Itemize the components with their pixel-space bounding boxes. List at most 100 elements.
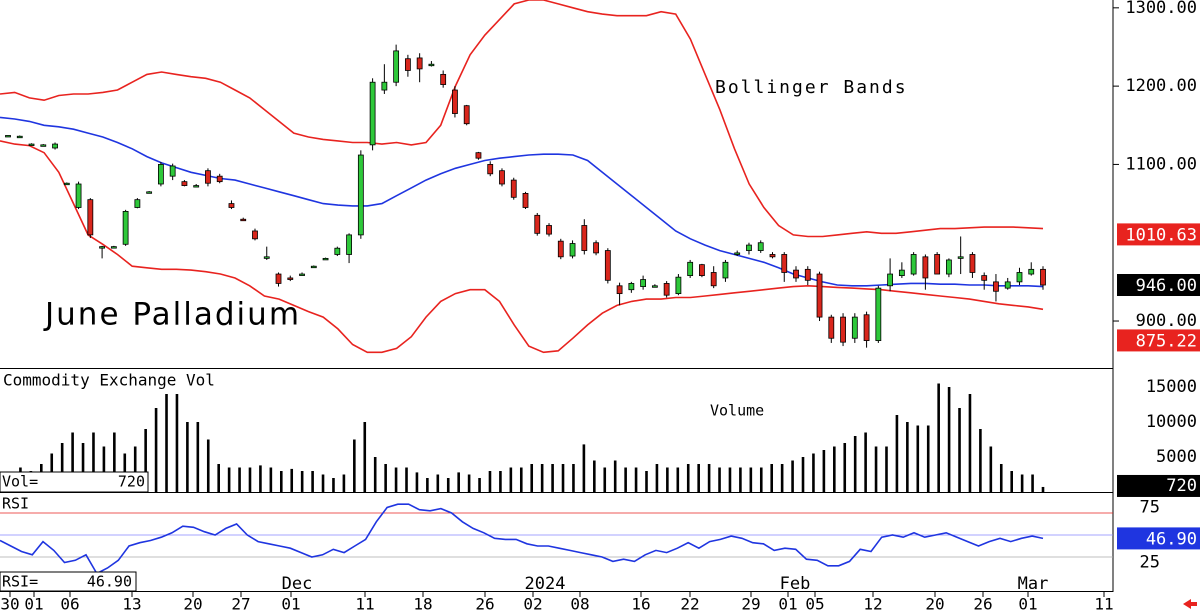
lower-bollinger-band — [0, 140, 1044, 354]
candle-body — [840, 316, 846, 343]
volume-bar — [405, 467, 408, 492]
volume-bar — [958, 408, 961, 492]
candle-body — [628, 283, 635, 291]
candle-body — [1028, 268, 1035, 275]
volume-bar — [342, 474, 346, 492]
candlestick — [616, 282, 623, 306]
volume-bar — [415, 472, 419, 492]
volume-annotation: Volume — [710, 402, 764, 420]
candlestick — [463, 104, 470, 126]
candlestick — [487, 161, 494, 177]
candle-body — [87, 199, 94, 236]
price-badge — [1117, 223, 1200, 246]
left-arrow-head — [1183, 599, 1191, 609]
candlestick — [604, 248, 611, 284]
volume-bar — [926, 425, 930, 492]
candlestick — [75, 181, 82, 210]
candlestick — [557, 238, 564, 260]
candlestick — [346, 233, 352, 264]
candle-body — [1040, 268, 1046, 286]
candlestick — [416, 53, 423, 83]
candle-body — [499, 170, 505, 185]
price-badge — [1117, 329, 1200, 352]
candlestick — [169, 163, 176, 181]
volume-bar — [175, 394, 179, 492]
candle-body — [228, 203, 235, 208]
x-tick-label: 08 — [570, 595, 589, 613]
volume-bar — [718, 467, 721, 492]
candle-body — [851, 316, 858, 339]
volume-badge — [1117, 474, 1200, 497]
x-tick-label: 01 — [778, 595, 797, 613]
candlestick — [969, 252, 976, 278]
x-tick-label: 02 — [523, 595, 542, 613]
candlestick — [1016, 267, 1023, 286]
volume-bar — [749, 467, 753, 492]
candle-body — [969, 254, 976, 273]
candle-body — [28, 143, 35, 146]
candlestick — [381, 64, 388, 94]
x-tick-label: 27 — [231, 595, 250, 613]
candle-body — [452, 89, 458, 114]
candlestick — [16, 135, 23, 139]
candlestick — [369, 78, 376, 151]
candlestick — [816, 271, 823, 322]
candle-body — [63, 182, 70, 186]
candlestick — [322, 257, 329, 261]
candlestick — [228, 200, 235, 210]
volume-bar — [446, 478, 450, 492]
candlestick — [216, 173, 223, 184]
candle-body — [875, 287, 882, 341]
volume-bar — [853, 436, 857, 492]
candle-body — [828, 316, 835, 339]
candlestick — [404, 54, 411, 77]
candle-body — [263, 256, 270, 259]
volume-bar — [645, 471, 648, 492]
left-arrow-icon — [1183, 599, 1197, 609]
candle-body — [722, 261, 729, 279]
volume-bar — [780, 464, 784, 492]
candle-body — [169, 165, 176, 177]
candle-body — [769, 254, 776, 258]
price-tick-label: 1300.00 — [1125, 0, 1197, 18]
x-tick-label: 18 — [413, 595, 432, 613]
candle-body — [675, 276, 682, 295]
chart-title: June Palladium — [43, 297, 301, 333]
volume-bar — [707, 464, 711, 492]
candle-body — [287, 277, 294, 280]
volume-bar — [603, 467, 607, 492]
volume-bar — [248, 467, 252, 492]
candlestick — [934, 252, 941, 275]
candlestick — [63, 182, 70, 186]
candle-body — [946, 259, 952, 275]
x-period-label: Dec — [282, 574, 313, 594]
candle-body — [75, 183, 82, 208]
price-badge-label: 875.22 — [1136, 331, 1197, 351]
rsi-panel-title: RSI — [2, 495, 29, 513]
candlestick — [99, 245, 105, 259]
candlestick — [922, 254, 929, 290]
candlestick — [840, 313, 846, 347]
candle-body — [310, 265, 317, 269]
volume-bar — [311, 471, 314, 492]
candle-body — [522, 192, 529, 208]
candle-body — [710, 272, 717, 287]
candlestick — [946, 258, 952, 278]
candle-body — [746, 244, 752, 251]
candle-body — [616, 285, 623, 295]
volume-bar — [697, 464, 700, 492]
volume-bar — [217, 464, 220, 492]
candlestick — [334, 246, 341, 257]
volume-bar — [812, 453, 815, 492]
candlestick — [675, 274, 682, 296]
volume-bar — [1020, 474, 1024, 492]
volume-bar — [613, 460, 617, 492]
candlestick — [452, 86, 458, 118]
rsi-readout-value: 46.90 — [87, 573, 132, 591]
x-tick-label: 11 — [1094, 595, 1113, 613]
candle-body — [475, 152, 482, 159]
volume-bar — [290, 468, 294, 492]
volume-bar — [488, 471, 492, 492]
volume-bar — [300, 471, 304, 492]
candlestick — [699, 263, 705, 278]
